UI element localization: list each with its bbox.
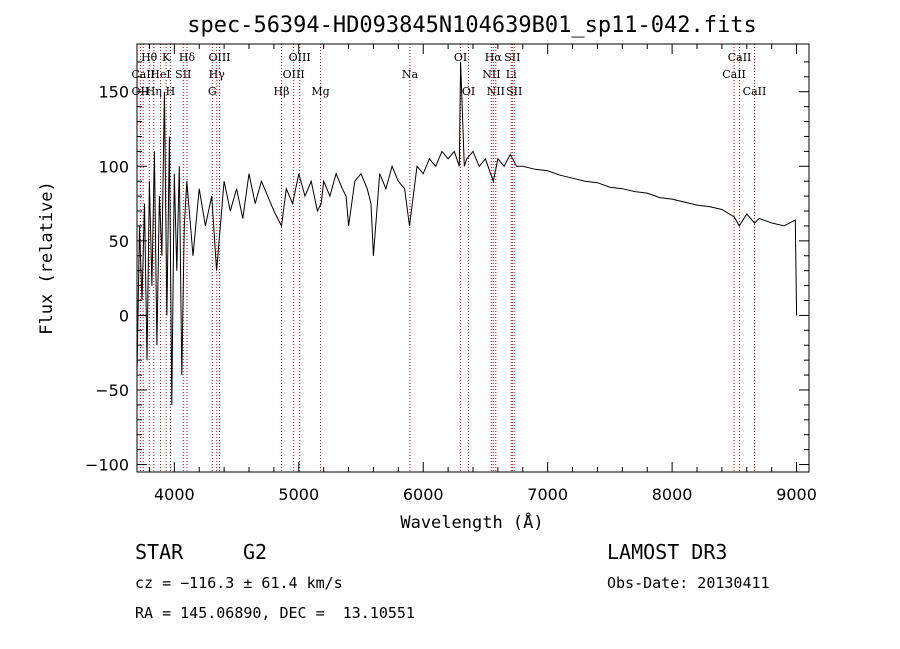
survey-name: LAMOST DR3 xyxy=(607,540,728,564)
line-label-mg: Mg xyxy=(311,85,329,98)
line-label-caii: CaII xyxy=(743,85,767,98)
x-tick-label: 5000 xyxy=(278,485,319,504)
line-label-hei: HeI xyxy=(150,68,170,81)
line-label-oiii: OIII xyxy=(289,51,311,64)
object-class: STAR xyxy=(135,540,184,564)
y-axis-label: Flux (relative) xyxy=(37,181,57,335)
redshift-readout: cz = −116.3 ± 61.4 km/s xyxy=(135,574,343,592)
line-label-hα: Hα xyxy=(485,51,503,64)
observation-date: Obs-Date: 20130411 xyxy=(607,574,770,592)
x-axis-ticks: 4000 5000 6000 7000 8000 9000 xyxy=(148,44,817,504)
line-label-caii: CaII xyxy=(728,51,752,64)
line-label-g: G xyxy=(208,85,217,98)
line-label-caii: CaII xyxy=(722,68,746,81)
line-label-li: Li xyxy=(506,68,517,81)
y-axis-ticks: −100 −50 0 50 100 150 xyxy=(85,61,809,475)
x-tick-label: 8000 xyxy=(652,485,693,504)
y-tick-label: −100 xyxy=(85,456,129,475)
object-subclass: G2 xyxy=(243,540,268,564)
line-label-na: Na xyxy=(402,68,419,81)
y-tick-label: −50 xyxy=(95,381,129,400)
line-label-sii: SII xyxy=(504,51,520,64)
x-tick-label: 9000 xyxy=(776,485,817,504)
line-label-oi: OI xyxy=(462,85,475,98)
y-tick-label: 100 xyxy=(98,157,129,176)
line-label-oi: OI xyxy=(454,51,467,64)
y-tick-label: 50 xyxy=(109,232,129,251)
line-label-hδ: Hδ xyxy=(179,51,196,64)
line-label-hη: Hη xyxy=(146,85,162,98)
x-tick-label: 4000 xyxy=(154,485,195,504)
line-label-sii: SII xyxy=(175,68,191,81)
line-label-k: K xyxy=(162,51,171,64)
line-label-h: H xyxy=(166,85,176,98)
coordinates-readout: RA = 145.06890, DEC = 13.10551 xyxy=(135,604,415,622)
spectral-line-labels: OIIHθCaIIHηHeIKHSIIHδGHγOIIIHβOIIIOIIIMg… xyxy=(131,51,766,98)
spectrum-series-line xyxy=(136,61,798,405)
line-label-hβ: Hβ xyxy=(274,85,290,98)
y-tick-label: 0 xyxy=(119,306,129,325)
line-label-sii: SII xyxy=(506,85,522,98)
x-tick-label: 7000 xyxy=(527,485,568,504)
line-label-nii: NII xyxy=(482,68,500,81)
x-axis-label: Wavelength (Å) xyxy=(400,511,543,533)
line-label-hθ: Hθ xyxy=(141,51,158,64)
line-label-hγ: Hγ xyxy=(209,68,226,81)
y-tick-label: 150 xyxy=(98,83,129,102)
line-label-oiii: OIII xyxy=(208,51,230,64)
spectral-line-markers xyxy=(139,44,755,472)
x-tick-label: 6000 xyxy=(403,485,444,504)
line-label-oiii: OIII xyxy=(283,68,305,81)
line-label-nii: NII xyxy=(487,85,505,98)
plot-frame xyxy=(136,43,810,473)
chart-title: spec-56394-HD093845N104639B01_sp11-042.f… xyxy=(187,13,757,38)
